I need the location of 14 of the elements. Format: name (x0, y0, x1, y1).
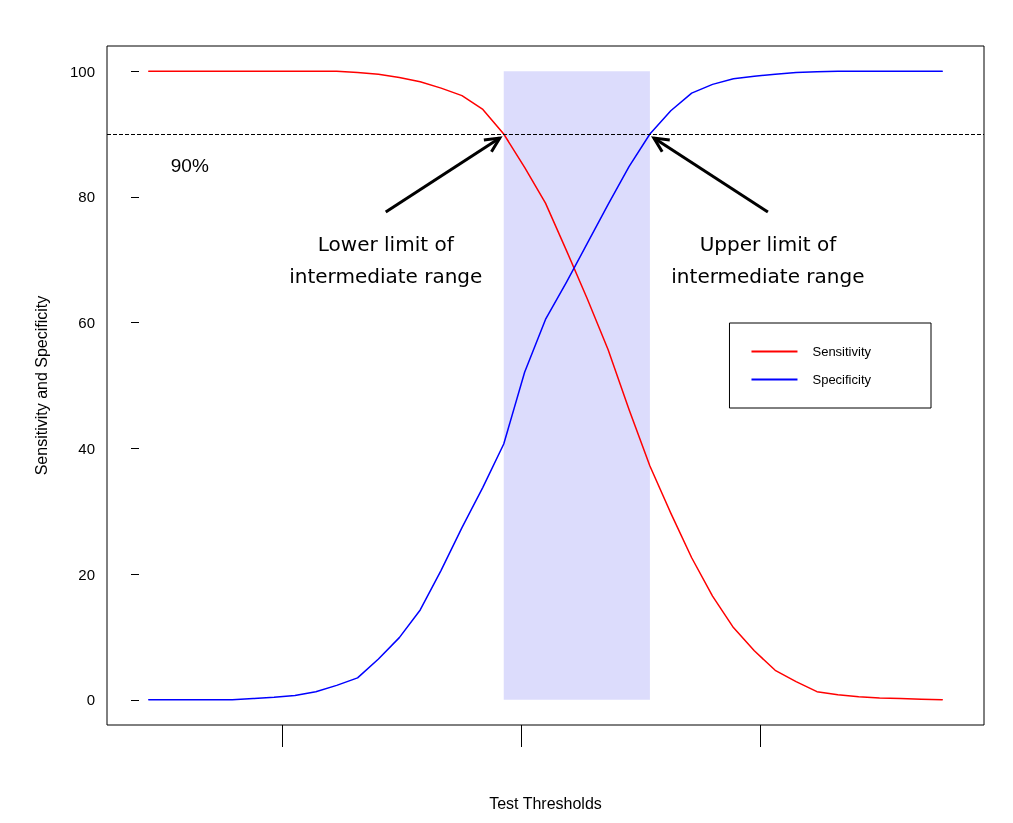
y-tick-label: 100 (69, 62, 95, 80)
y-tick-label: 60 (78, 314, 95, 332)
legend-label: Sensitivity (812, 344, 872, 359)
annotation: Upper limit of intermediate range (671, 232, 865, 289)
y-axis-title: Sensitivity and Specificity (32, 295, 50, 476)
y-tick-label: 40 (78, 439, 95, 457)
legend-label: Specificity (812, 372, 872, 387)
y-tick-label: 20 (78, 565, 95, 583)
ref-line-label: 90% (170, 155, 209, 177)
annotation: Lower limit of intermediate range (289, 232, 483, 289)
line-series (148, 70, 943, 701)
y-tick-label: 0 (86, 691, 95, 709)
x-axis-title: Test Thresholds (489, 794, 602, 812)
y-tick-label: 80 (78, 188, 95, 206)
